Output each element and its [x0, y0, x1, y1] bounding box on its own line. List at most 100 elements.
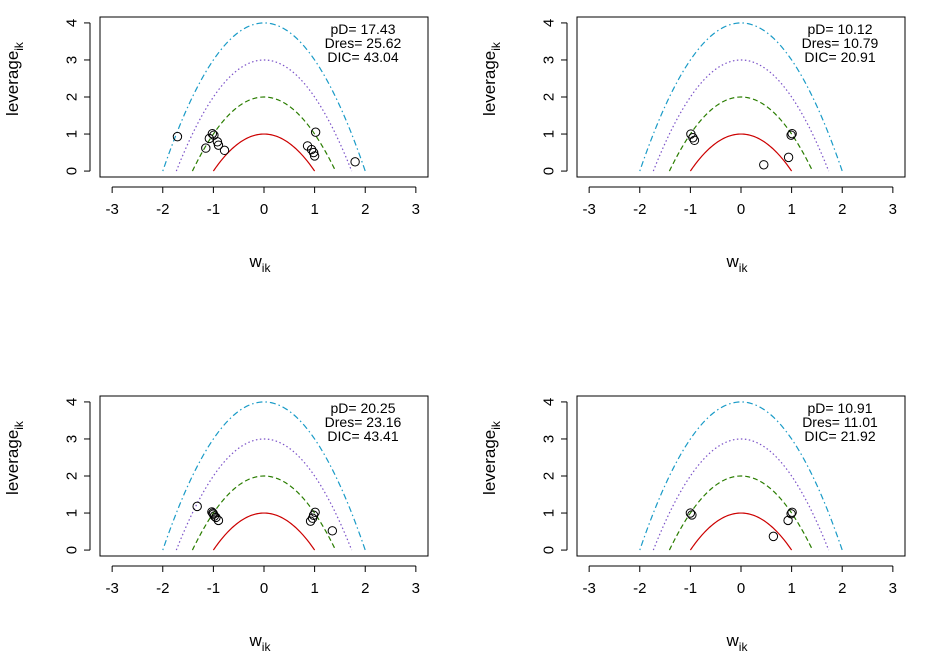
y-tick-label: 2	[64, 93, 81, 101]
x-axis-title: wik	[249, 631, 272, 654]
x-tick-label: 2	[838, 201, 846, 218]
x-tick-label: 1	[310, 201, 318, 218]
x-tick-label: 3	[889, 580, 897, 597]
x-tick-label: -3	[105, 580, 118, 597]
curve-c-4	[162, 401, 366, 551]
stat-dic: DIC= 20.91	[804, 49, 875, 65]
data-point	[192, 501, 202, 512]
data-point	[305, 516, 316, 526]
y-tick-label: 1	[541, 130, 558, 138]
x-tick-label: 1	[787, 580, 795, 597]
y-tick-label: 2	[64, 472, 81, 480]
data-point	[306, 144, 317, 155]
x-tick-label: -3	[582, 201, 595, 218]
x-tick-label: 3	[889, 201, 897, 218]
x-tick-label: 2	[361, 201, 369, 218]
data-point	[310, 507, 320, 517]
data-point	[786, 130, 796, 140]
stat-pd: pD= 10.12	[808, 21, 873, 37]
x-tick-label: -2	[156, 580, 169, 597]
data-point	[213, 515, 224, 526]
y-tick-label: 4	[64, 398, 81, 406]
curve-c-1	[212, 512, 316, 551]
data-point	[687, 510, 697, 520]
y-tick-label: 2	[541, 93, 558, 101]
x-tick-label: -1	[207, 580, 220, 597]
data-point	[310, 127, 321, 137]
data-point	[783, 515, 793, 526]
y-tick-label: 3	[541, 56, 558, 64]
y-axis-title-subscript: ik	[489, 420, 503, 430]
y-tick-label: 4	[541, 19, 558, 27]
curve-c-4	[639, 22, 843, 172]
data-point	[759, 160, 769, 170]
y-tick-label: 4	[541, 398, 558, 406]
data-point	[689, 135, 700, 146]
y-tick-label: 0	[64, 546, 81, 554]
stat-dres: Dres= 11.01	[802, 414, 878, 430]
x-axis-title-subscript: ik	[739, 640, 749, 654]
curve-c-3	[652, 59, 830, 172]
stat-dic: DIC= 43.04	[327, 49, 398, 65]
x-tick-label: 0	[260, 580, 268, 597]
x-tick-label: 1	[787, 201, 795, 218]
curve-c-1	[689, 512, 793, 551]
curve-c-2	[668, 96, 814, 172]
data-point	[213, 140, 224, 150]
y-tick-label: 0	[541, 167, 558, 175]
stat-dic: DIC= 21.92	[804, 428, 875, 444]
curve-c-2	[191, 475, 337, 551]
data-point	[768, 531, 779, 542]
x-tick-label: -3	[105, 201, 118, 218]
curve-c-2	[668, 475, 814, 551]
data-point	[783, 152, 794, 163]
x-axis-title: wik	[726, 631, 749, 654]
x-axis-title: wik	[726, 252, 749, 275]
x-tick-label: -3	[582, 580, 595, 597]
y-axis-title: leverageik	[3, 420, 26, 495]
data-point	[786, 509, 796, 519]
x-tick-label: 2	[838, 580, 846, 597]
x-tick-label: -2	[156, 201, 169, 218]
x-tick-label: -1	[207, 201, 220, 218]
stat-dres: Dres= 10.79	[802, 35, 879, 51]
data-point	[350, 157, 360, 167]
x-tick-label: 0	[737, 201, 745, 218]
data-point	[207, 128, 218, 139]
plot-frame	[576, 395, 906, 557]
curve-c-1	[689, 133, 793, 172]
x-tick-label: -2	[633, 580, 646, 597]
y-tick-label: 3	[541, 435, 558, 443]
curve-c-3	[175, 438, 353, 551]
y-tick-label: 0	[541, 546, 558, 554]
plot-frame	[99, 16, 429, 178]
data-point	[172, 131, 183, 142]
y-tick-label: 1	[541, 509, 558, 517]
curve-c-2	[191, 96, 337, 172]
x-tick-label: 3	[412, 580, 420, 597]
stat-pd: pD= 10.91	[808, 400, 873, 416]
y-axis-title-subscript: ik	[489, 41, 503, 51]
data-point	[201, 143, 211, 153]
data-point	[787, 128, 797, 139]
y-tick-label: 4	[64, 19, 81, 27]
x-tick-label: -1	[684, 201, 697, 218]
data-point	[208, 508, 218, 518]
x-tick-label: 3	[412, 201, 420, 218]
x-tick-label: -1	[684, 580, 697, 597]
y-tick-label: 2	[541, 472, 558, 480]
data-point	[327, 526, 338, 536]
data-point	[685, 508, 696, 518]
data-point	[309, 151, 320, 161]
x-axis-title: wik	[249, 252, 272, 275]
x-tick-label: 1	[310, 580, 318, 597]
y-tick-label: 3	[64, 56, 81, 64]
stat-dres: Dres= 25.62	[325, 35, 402, 51]
curve-c-1	[212, 133, 316, 172]
y-tick-label: 0	[64, 167, 81, 175]
